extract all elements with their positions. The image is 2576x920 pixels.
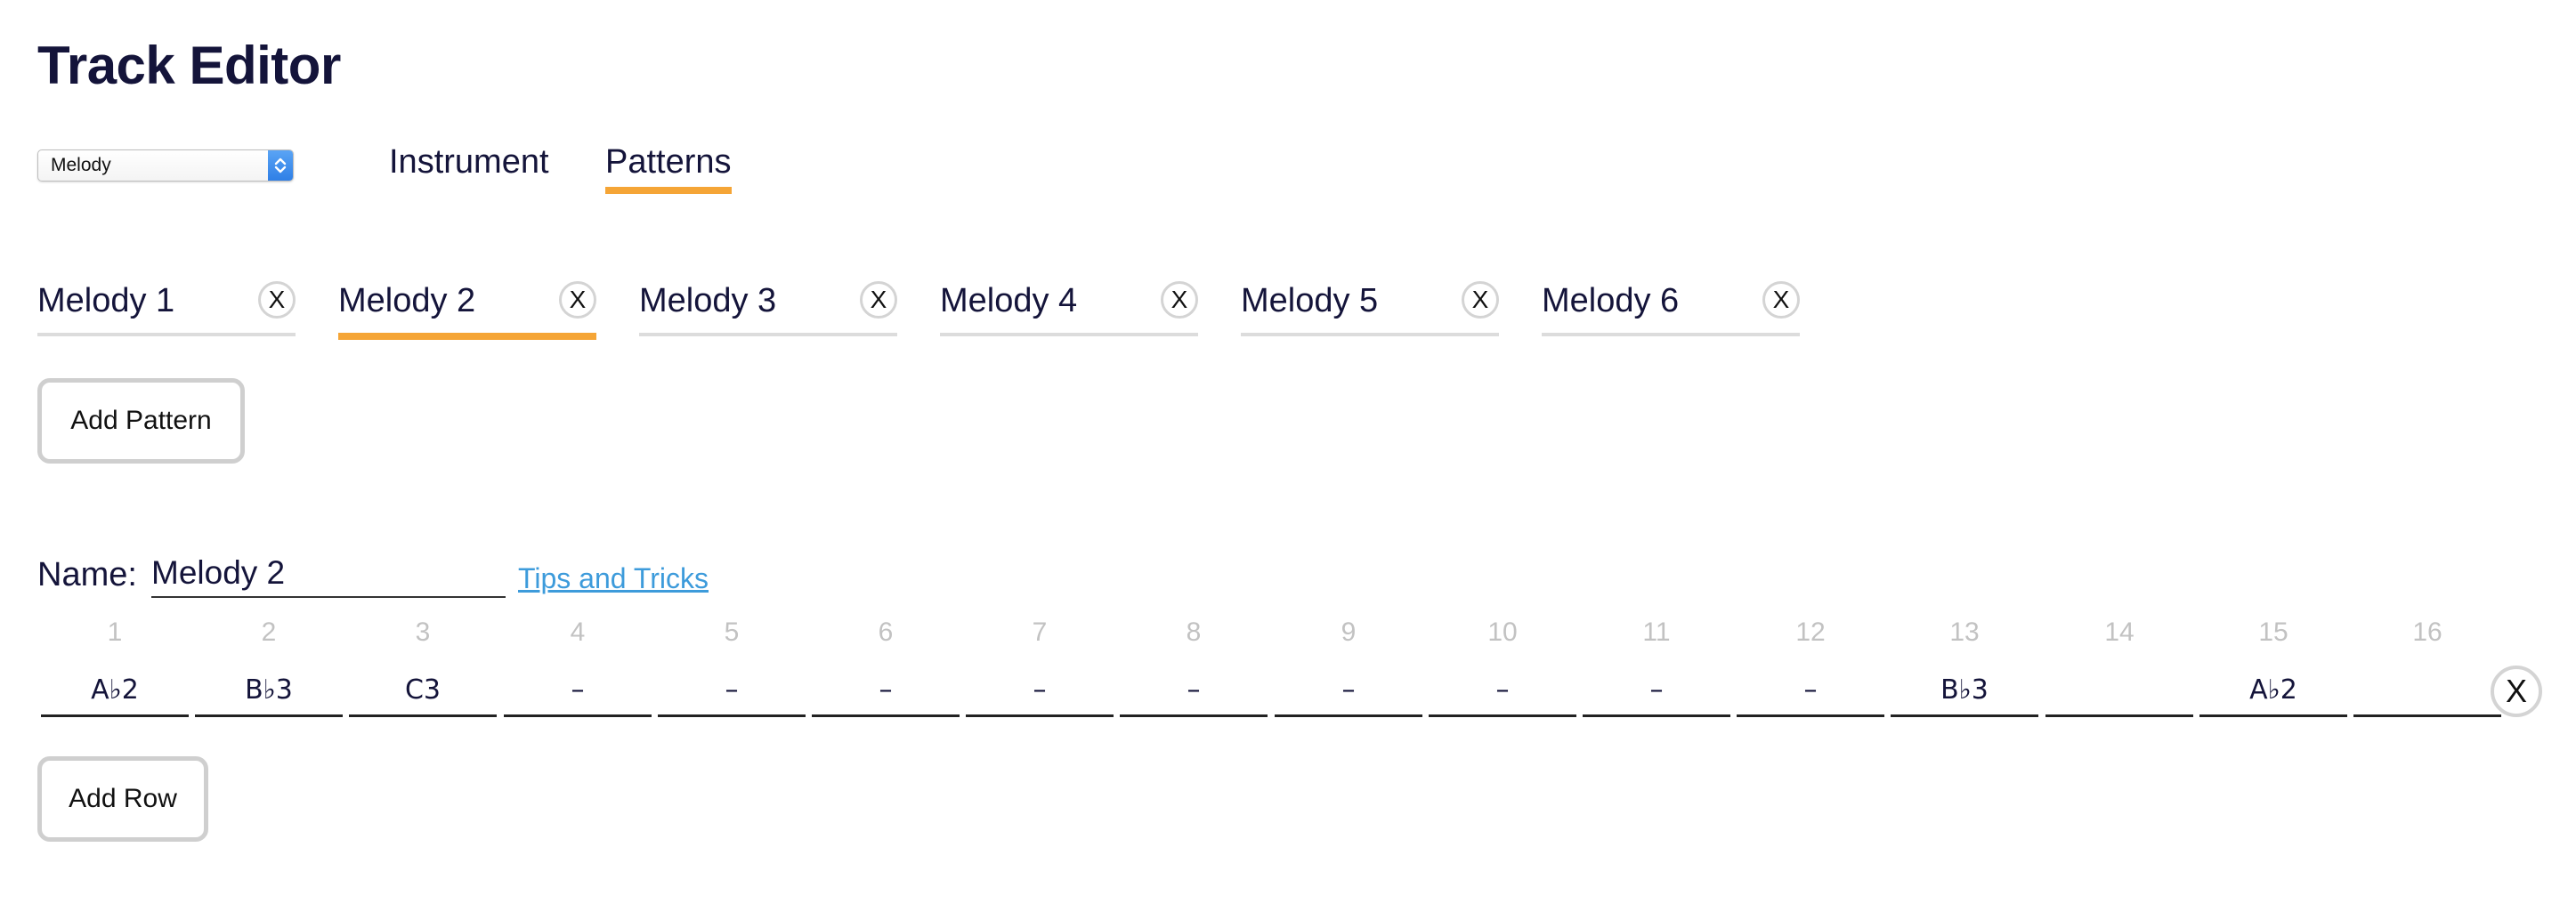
remove-row-button[interactable]: X	[2491, 666, 2542, 717]
step-note-input[interactable]	[966, 666, 1114, 717]
step-note-input[interactable]	[1583, 666, 1730, 717]
close-pattern-button[interactable]: X	[1462, 281, 1499, 319]
close-pattern-button[interactable]: X	[1161, 281, 1198, 319]
tab-patterns[interactable]: Patterns	[605, 141, 732, 194]
pattern-tab-label: Melody 1	[37, 282, 175, 319]
step-note-input[interactable]	[41, 666, 189, 717]
pattern-tab-label: Melody 3	[639, 282, 777, 319]
step-note-input[interactable]	[1275, 666, 1422, 717]
track-select-value: Melody	[51, 155, 111, 175]
pattern-tab-label: Melody 4	[940, 282, 1078, 319]
add-row-button[interactable]: Add Row	[37, 756, 208, 842]
pattern-tab-label: Melody 2	[338, 282, 476, 319]
track-select[interactable]: Melody	[37, 149, 294, 182]
pattern-tab-melody-3[interactable]: Melody 3 X	[639, 276, 897, 336]
pattern-tab-melody-6[interactable]: Melody 6 X	[1542, 276, 1800, 336]
step-note-input[interactable]	[504, 666, 652, 717]
pattern-tab-melody-4[interactable]: Melody 4 X	[940, 276, 1198, 336]
pattern-name-input[interactable]	[151, 553, 506, 598]
step-number: 9	[1341, 617, 1357, 647]
step-number: 5	[724, 617, 740, 647]
step-number: 2	[261, 617, 277, 647]
step-number: 10	[1487, 617, 1518, 647]
pattern-tab-label: Melody 5	[1241, 282, 1379, 319]
step-number: 14	[2104, 617, 2135, 647]
step-number: 8	[1186, 617, 1202, 647]
name-label: Name:	[37, 556, 137, 593]
step-number: 12	[1795, 617, 1826, 647]
step-number: 15	[2258, 617, 2288, 647]
page-title: Track Editor	[37, 36, 341, 95]
close-pattern-button[interactable]: X	[559, 281, 596, 319]
step-note-input[interactable]	[2045, 666, 2193, 717]
close-pattern-button[interactable]: X	[1762, 281, 1800, 319]
step-note-input[interactable]	[2199, 666, 2347, 717]
pattern-tab-melody-5[interactable]: Melody 5 X	[1241, 276, 1499, 336]
step-number: 13	[1949, 617, 1980, 647]
step-number: 6	[878, 617, 894, 647]
step-note-input[interactable]	[2353, 666, 2501, 717]
step-note-input[interactable]	[1737, 666, 1884, 717]
step-note-input[interactable]	[349, 666, 497, 717]
step-note-input[interactable]	[195, 666, 343, 717]
step-number: 1	[107, 617, 123, 647]
step-note-input[interactable]	[658, 666, 806, 717]
step-number: 16	[2412, 617, 2442, 647]
step-number: 7	[1032, 617, 1048, 647]
pattern-tab-melody-2[interactable]: Melody 2 X	[338, 276, 596, 340]
select-arrows-icon	[268, 150, 293, 181]
step-number: 3	[415, 617, 431, 647]
pattern-tab-label: Melody 6	[1542, 282, 1680, 319]
step-note-input[interactable]	[812, 666, 960, 717]
add-pattern-button[interactable]: Add Pattern	[37, 378, 245, 464]
close-pattern-button[interactable]: X	[258, 281, 296, 319]
close-pattern-button[interactable]: X	[860, 281, 897, 319]
tips-and-tricks-link[interactable]: Tips and Tricks	[518, 562, 709, 594]
step-number: 4	[570, 617, 586, 647]
pattern-tab-melody-1[interactable]: Melody 1 X	[37, 276, 296, 336]
step-note-input[interactable]	[1891, 666, 2038, 717]
tab-instrument[interactable]: Instrument	[389, 143, 549, 181]
step-note-input[interactable]	[1429, 666, 1576, 717]
step-number: 11	[1642, 617, 1671, 647]
step-note-input[interactable]	[1120, 666, 1268, 717]
